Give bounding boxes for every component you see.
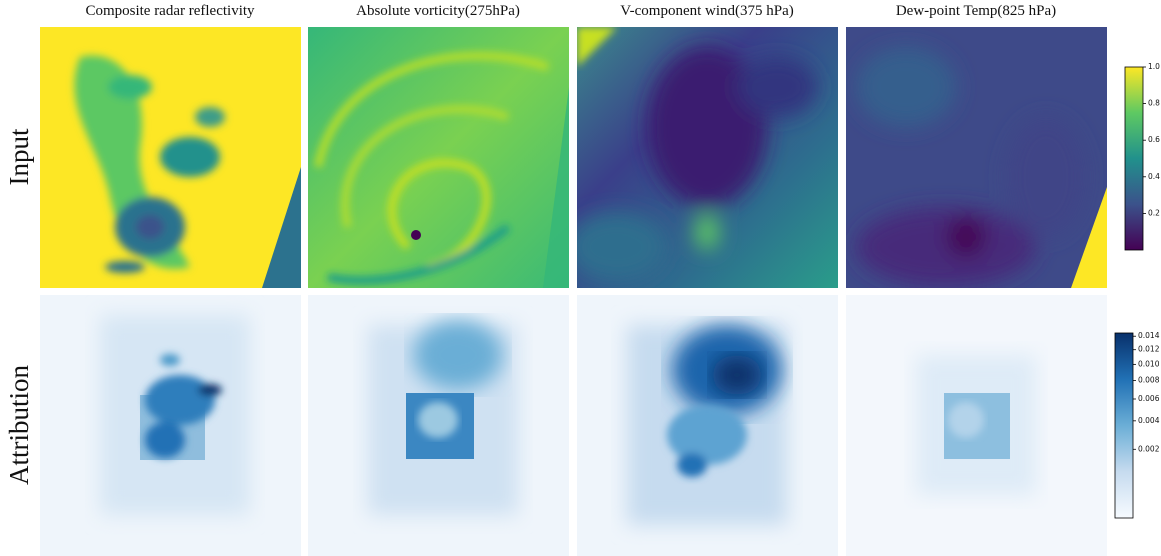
input-dewpoint [846, 27, 1107, 288]
colorbar-tick-label: 1.0 [1148, 62, 1160, 71]
input-radar [40, 27, 301, 288]
colorbar-tick-label: 0.4 [1148, 172, 1160, 181]
row-label: Attribution [4, 365, 34, 485]
colorbar [1125, 67, 1143, 250]
colorbar-tick-label: 0.004 [1138, 416, 1160, 425]
column-title: V-component wind(375 hPa) [620, 3, 794, 19]
row-label: Input [4, 128, 34, 185]
attribution-vorticity [308, 295, 569, 556]
input-wind [567, 27, 838, 288]
column-title: Dew-point Temp(825 hPa) [896, 3, 1056, 19]
colorbar-tick-label: 0.002 [1138, 444, 1160, 453]
input-vorticity [308, 27, 569, 288]
colorbar-tick-label: 0.010 [1138, 359, 1160, 368]
colorbar-tick-label: 0.6 [1148, 135, 1160, 144]
colorbar-tick-label: 0.008 [1138, 376, 1160, 385]
colorbar-tick-label: 0.014 [1138, 331, 1160, 340]
colorbar-tick-label: 0.8 [1148, 99, 1160, 108]
column-title: Composite radar reflectivity [85, 3, 255, 19]
figure: Composite radar reflectivity Absolute vor… [0, 0, 1161, 556]
colorbar [1115, 333, 1133, 518]
attribution-wind [577, 295, 838, 556]
colorbar-tick-label: 0.006 [1138, 394, 1160, 403]
colorbar-tick-label: 0.012 [1138, 345, 1160, 354]
attribution-dewpoint [846, 295, 1107, 556]
colorbar-tick-label: 0.2 [1148, 208, 1160, 217]
attribution-radar [40, 295, 301, 556]
column-title: Absolute vorticity(275hPa) [356, 3, 520, 19]
